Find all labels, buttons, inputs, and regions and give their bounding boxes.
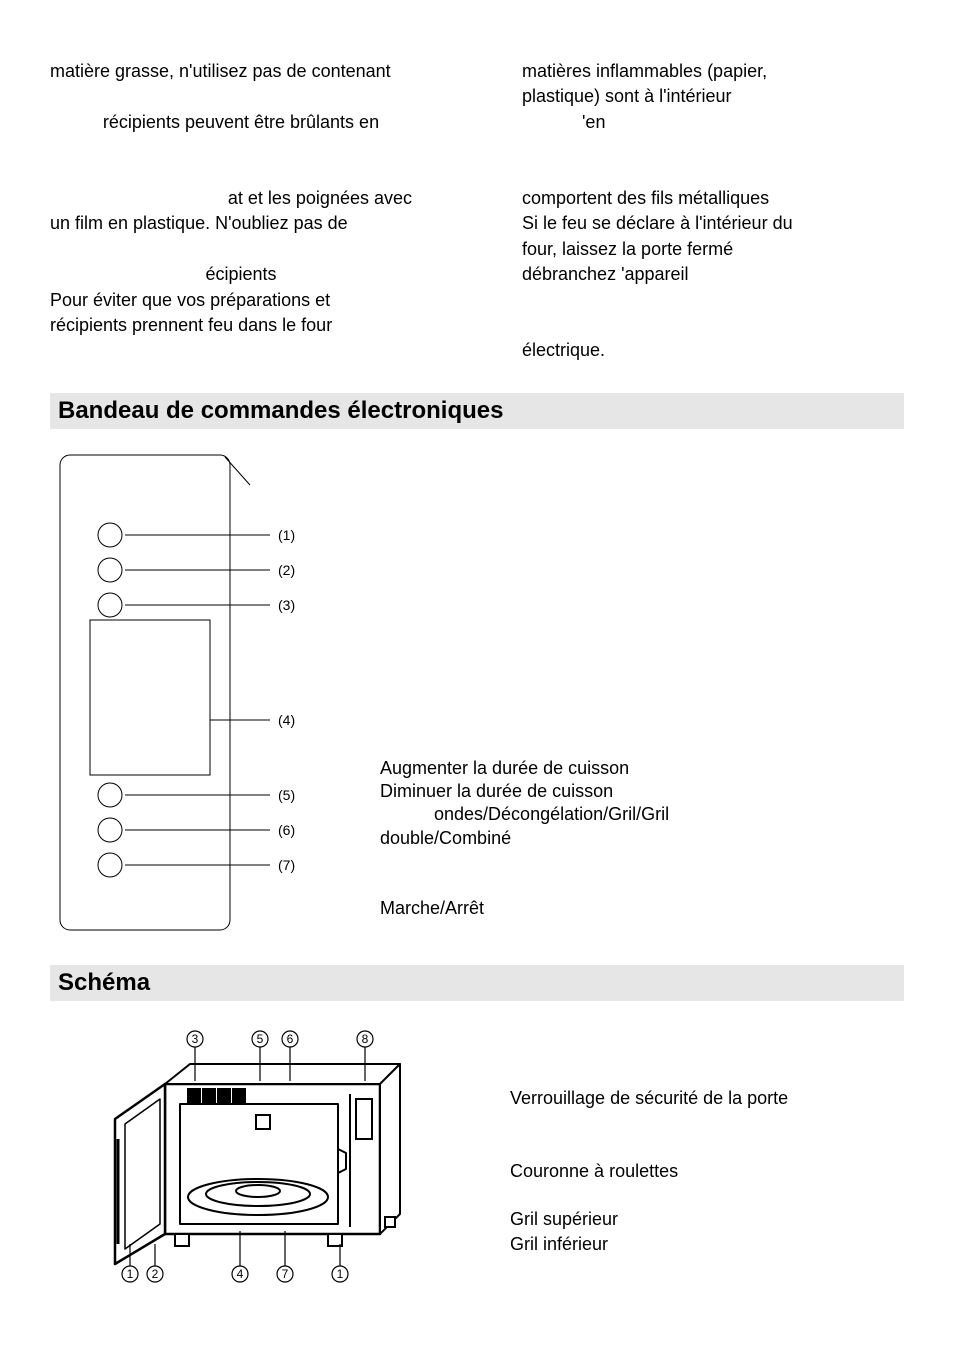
text-line <box>380 874 904 897</box>
text-line <box>510 1134 904 1158</box>
svg-text:6: 6 <box>287 1032 294 1046</box>
text-line: récipients prennent feu dans le four <box>50 314 432 337</box>
text-line: électrique. <box>522 339 904 362</box>
text-line <box>510 1110 904 1134</box>
text-line: récipients peuvent être brûlants en <box>50 111 432 134</box>
control-panel-svg: (1) (2) (3) (4) (5) (6) (7) <box>50 447 310 937</box>
svg-text:(3): (3) <box>278 597 295 613</box>
text-line <box>510 1062 904 1086</box>
schema-diagram: 3 5 6 8 1 2 4 7 1 <box>50 1019 440 1299</box>
schema-section: 3 5 6 8 1 2 4 7 1 Verrouillage de sécurité de la… <box>50 1019 904 1299</box>
text-line <box>510 1183 904 1207</box>
panel-diagram: (1) (2) (3) (4) (5) (6) (7) <box>50 447 310 937</box>
text-line: 'en <box>522 111 904 134</box>
panel-legend-text: Augmenter la durée de cuisson Diminuer l… <box>380 757 904 921</box>
text-line: Verrouillage de sécurité de la porte <box>510 1086 904 1110</box>
svg-text:(7): (7) <box>278 857 295 873</box>
intro-columns: matière grasse, n'utilisez pas de conten… <box>50 60 904 365</box>
text-line: Gril inférieur <box>510 1232 904 1256</box>
schema-legend-text: Verrouillage de sécurité de la porte Cou… <box>510 1062 904 1256</box>
text-line <box>522 136 904 159</box>
intro-col-left: matière grasse, n'utilisez pas de conten… <box>50 60 432 365</box>
svg-text:5: 5 <box>257 1032 264 1046</box>
text-line: Augmenter la durée de cuisson <box>380 757 904 780</box>
page: matière grasse, n'utilisez pas de conten… <box>0 0 954 1354</box>
text-line: Gril supérieur <box>510 1207 904 1231</box>
text-line: plastique) sont à l'intérieur <box>522 85 904 108</box>
text-line: Pour éviter que vos préparations et <box>50 289 432 312</box>
text-line <box>50 162 432 185</box>
svg-text:(2): (2) <box>278 562 295 578</box>
svg-text:(4): (4) <box>278 712 295 728</box>
text-line: Si le feu se déclare à l'intérieur du <box>522 212 904 235</box>
svg-text:1: 1 <box>337 1267 344 1281</box>
text-line <box>50 238 432 261</box>
text-line: un film en plastique. N'oubliez pas de <box>50 212 432 235</box>
text-line: ondes/Décongélation/Gril/Gril <box>380 803 904 826</box>
text-line: débranchez 'appareil <box>522 263 904 286</box>
svg-text:3: 3 <box>192 1032 199 1046</box>
text-line <box>50 136 432 159</box>
text-line: matières inflammables (papier, <box>522 60 904 83</box>
heading-schema: Schéma <box>50 965 904 1001</box>
svg-text:2: 2 <box>152 1267 159 1281</box>
panel-section: (1) (2) (3) (4) (5) (6) (7) Augmenter la durée… <box>50 447 904 937</box>
text-line: Marche/Arrêt <box>380 897 904 920</box>
svg-text:(1): (1) <box>278 527 295 543</box>
svg-text:7: 7 <box>282 1267 289 1281</box>
svg-text:(6): (6) <box>278 822 295 838</box>
text-line <box>522 289 904 312</box>
text-line: four, laissez la porte fermé <box>522 238 904 261</box>
intro-col-right: matières inflammables (papier, plastique… <box>522 60 904 365</box>
text-line: écipients <box>50 263 432 286</box>
svg-text:1: 1 <box>127 1267 134 1281</box>
text-line <box>50 85 432 108</box>
text-line: double/Combiné <box>380 827 904 850</box>
heading-bandeau: Bandeau de commandes électroniques <box>50 393 904 429</box>
text-line: at et les poignées avec <box>50 187 432 210</box>
svg-text:(5): (5) <box>278 787 295 803</box>
text-line: matière grasse, n'utilisez pas de conten… <box>50 60 432 83</box>
text-line <box>380 850 904 873</box>
text-line <box>522 162 904 185</box>
text-line: Diminuer la durée de cuisson <box>380 780 904 803</box>
text-line <box>522 314 904 337</box>
text-line: Couronne à roulettes <box>510 1159 904 1183</box>
text-line: comportent des fils métalliques <box>522 187 904 210</box>
svg-text:8: 8 <box>362 1032 369 1046</box>
svg-text:4: 4 <box>237 1267 244 1281</box>
microwave-schema-svg: 3 5 6 8 1 2 4 7 1 <box>80 1019 440 1299</box>
